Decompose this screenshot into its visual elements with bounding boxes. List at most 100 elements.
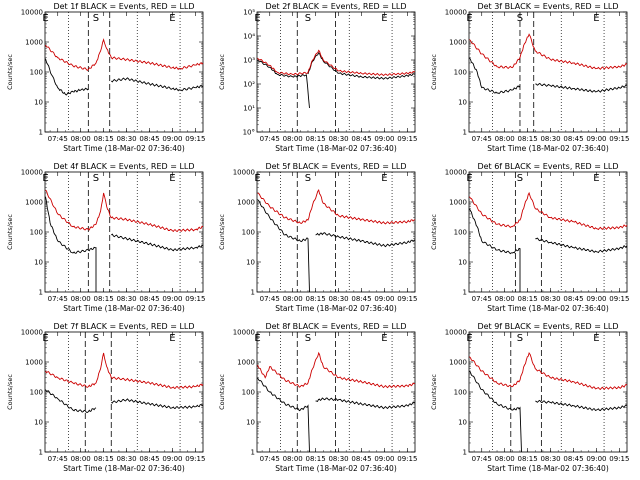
x-axis-label: Start Time (18-Mar-02 07:36:40) [63,144,185,153]
chart-panel-9: Det 9f BLACK = Events, RED = LLD 1 10 100 10… [430,322,629,473]
y-axis-label: Counts/sec [430,374,438,410]
y-axis-label: Counts/sec [6,54,14,90]
x-tick-label: 08:15 [94,135,114,143]
y-tick-label: 10 [458,259,467,267]
y-tick-label: 10000 [445,169,467,177]
panel-title: Det 6f BLACK = Events, RED = LLD [477,162,618,171]
marker-label-E: E [381,333,387,344]
x-tick-label: 09:15 [609,455,629,463]
y-tick-label: 10³ [243,57,255,65]
marker-label-E: E [169,333,175,344]
y-tick-label: 1000 [25,39,43,47]
plot-frame [256,11,416,133]
y-tick-label: 10¹ [243,105,255,113]
y-tick-label: 10000 [445,9,467,17]
marker-label-E: E [42,333,48,344]
y-axis-label: Counts/sec [430,54,438,90]
y-tick-label: 1000 [449,359,467,367]
series-line-events [469,208,521,292]
x-tick-label: 08:45 [351,295,371,303]
series-line-events [307,52,415,80]
series-line-lld [45,352,204,389]
x-axis-label: Start Time (18-Mar-02 07:36:40) [275,464,397,473]
y-tick-label: 100 [454,229,467,237]
x-tick-label: 08:15 [306,455,326,463]
x-tick-label: 07:45 [472,135,492,143]
x-tick-label: 08:15 [306,135,326,143]
marker-label-E: E [466,173,472,184]
y-tick-label: 1 [39,289,43,297]
y-tick-label: 10000 [21,329,43,337]
y-axis-label: Counts/sec [6,374,14,410]
x-tick-label: 08:00 [283,135,303,143]
series-line-events [111,398,204,409]
y-tick-label: 1000 [449,39,467,47]
panel-title: Det 8f BLACK = Events, RED = LLD [265,322,406,331]
series-line-lld [469,33,628,70]
marker-label-S: S [305,173,311,184]
x-tick-label: 09:15 [397,455,417,463]
series-line-events [257,59,310,109]
x-tick-label: 08:15 [94,455,114,463]
marker-label-S: S [93,173,99,184]
x-axis-label: Start Time (18-Mar-02 07:36:40) [275,144,397,153]
series-line-events [111,77,204,92]
marker-label-S: S [305,13,311,24]
series-line-events [45,196,97,292]
y-axis-label: Counts/sec [218,54,226,90]
marker-label-E: E [169,13,175,24]
y-tick-label: 10000 [233,169,255,177]
chart-panel-7: Det 7f BLACK = Events, RED = LLD 1 10 100 10… [6,322,205,473]
y-tick-label: 100 [454,69,467,77]
marker-label-E: E [381,13,387,24]
series-line-events [257,199,310,293]
series-line-events [315,232,416,248]
y-tick-label: 1 [251,289,255,297]
x-tick-label: 09:15 [609,295,629,303]
x-tick-label: 08:30 [540,455,560,463]
x-tick-label: 07:45 [48,455,68,463]
marker-label-E: E [593,13,599,24]
y-axis-label: Counts/sec [218,214,226,250]
marker-label-E: E [169,173,175,184]
x-axis-label: Start Time (18-Mar-02 07:36:40) [487,144,609,153]
y-tick-label: 10 [458,99,467,107]
y-axis-label: Counts/sec [430,214,438,250]
x-tick-label: 09:00 [162,135,182,143]
series-line-events [469,57,521,95]
marker-label-E: E [381,173,387,184]
x-axis-label: Start Time (18-Mar-02 07:36:40) [487,304,609,313]
panel-title: Det 2f BLACK = Events, RED = LLD [265,2,406,11]
x-tick-label: 08:45 [351,135,371,143]
x-tick-label: 07:45 [472,295,492,303]
series-line-events [111,233,204,252]
y-tick-label: 10000 [445,329,467,337]
x-tick-label: 08:30 [540,295,560,303]
marker-label-S: S [517,333,523,344]
series-line-lld [469,191,628,231]
y-tick-label: 10⁵ [243,9,255,17]
y-axis-label: Counts/sec [218,374,226,410]
series-line-events [45,389,97,413]
y-tick-label: 1000 [237,359,255,367]
y-tick-label: 1000 [449,199,467,207]
marker-label-E: E [42,173,48,184]
x-tick-label: 08:30 [116,135,136,143]
series-line-events [469,370,522,453]
chart-panel-1: Det 1f BLACK = Events, RED = LLD 1 10 100 10… [6,2,205,153]
marker-label-E: E [593,333,599,344]
panel-title: Det 4f BLACK = Events, RED = LLD [53,162,194,171]
marker-label-S: S [93,13,99,24]
x-tick-label: 08:15 [306,295,326,303]
y-tick-label: 1000 [25,199,43,207]
series-line-lld [45,38,204,71]
y-tick-label: 1 [463,449,467,457]
x-tick-label: 09:15 [397,135,417,143]
y-tick-label: 10² [243,81,255,89]
x-tick-label: 08:45 [139,295,159,303]
y-tick-label: 100 [30,69,43,77]
x-tick-label: 09:00 [162,295,182,303]
y-tick-label: 10 [246,419,255,427]
series-line-lld [257,49,416,77]
x-tick-label: 08:15 [518,295,538,303]
